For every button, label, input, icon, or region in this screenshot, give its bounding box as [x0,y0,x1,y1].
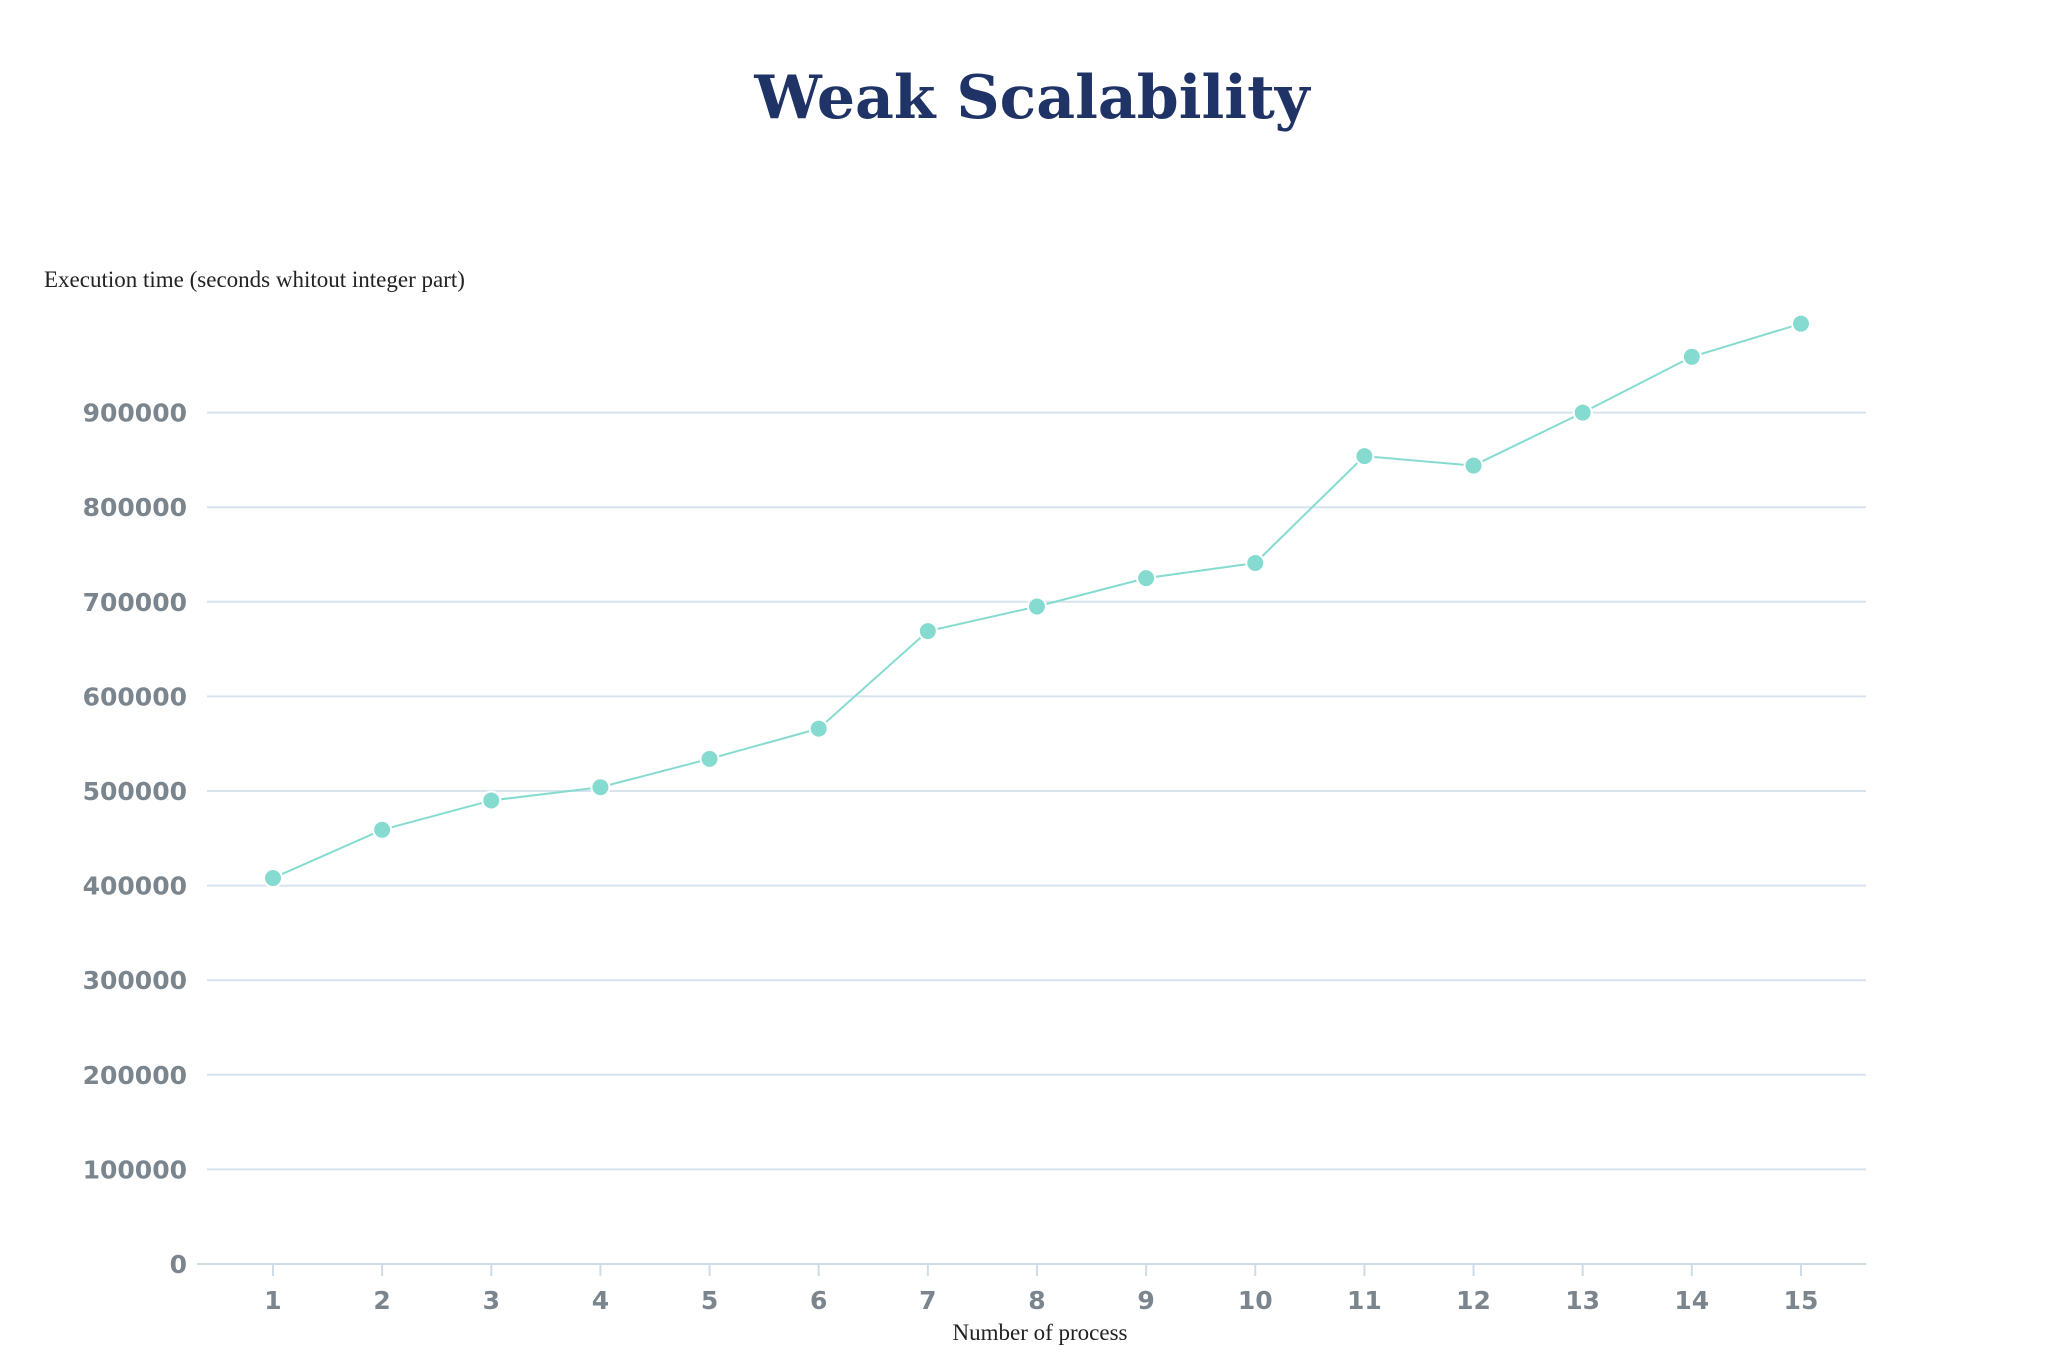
data-point [372,819,393,840]
x-tick-label: 1 [264,1286,281,1315]
x-tick-label: 4 [592,1286,609,1315]
data-point [699,748,720,769]
y-tick-label: 600000 [83,682,187,711]
data-point [1463,455,1484,476]
x-axis-tick-labels: 1 2 3 4 5 6 7 8 9 10 11 12 13 14 15 [264,1286,1818,1315]
data-point [263,868,283,889]
x-tick-label: 2 [373,1286,390,1315]
x-tick-label: 12 [1456,1286,1491,1315]
data-point [590,777,611,798]
x-tick-label: 14 [1674,1286,1709,1315]
x-tick-label: 15 [1784,1286,1819,1315]
x-tick-label: 13 [1565,1286,1600,1315]
x-tick-label: 5 [701,1286,718,1315]
x-tick-label: 3 [483,1286,500,1315]
y-tick-label: 900000 [83,399,187,428]
data-point [1354,446,1375,467]
x-tick-label: 8 [1028,1286,1045,1315]
data-point [481,790,502,811]
y-tick-label: 0 [170,1250,187,1279]
y-tick-label: 100000 [83,1155,187,1184]
data-points [263,313,1811,889]
y-tick-label: 300000 [83,966,187,995]
x-tick-label: 6 [810,1286,827,1315]
y-tick-label: 500000 [83,777,187,806]
y-tick-label: 400000 [83,872,187,901]
data-point [1681,346,1702,367]
data-point [808,718,829,739]
chart-title: Weak Scalability [753,63,1311,133]
y-axis-title: Execution time (seconds whitout integer … [44,267,465,292]
x-axis [197,1263,1866,1276]
y-tick-label: 200000 [83,1061,187,1090]
data-point [1026,596,1047,617]
gridlines [207,411,1866,1171]
x-tick-label: 11 [1347,1286,1382,1315]
data-point [917,621,938,642]
y-tick-label: 800000 [83,493,187,522]
x-tick-label: 7 [919,1286,936,1315]
data-point [1572,402,1593,423]
data-point [1790,313,1811,334]
y-axis-tick-labels: 0 100000 200000 300000 400000 500000 600000 700… [83,399,187,1279]
data-point [1245,553,1266,574]
x-tick-label: 9 [1137,1286,1154,1315]
data-point [1136,568,1157,589]
x-axis-title: Number of process [952,1320,1127,1345]
y-tick-label: 700000 [83,588,187,617]
x-tick-label: 10 [1238,1286,1273,1315]
